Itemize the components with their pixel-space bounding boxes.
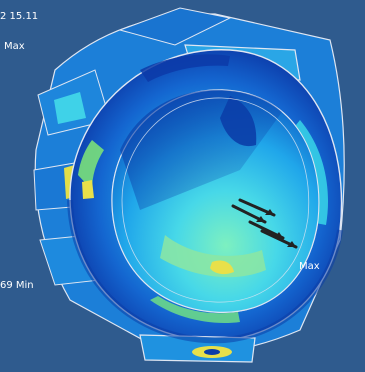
arrow-head xyxy=(265,209,274,215)
ring-contour-deepblue-top xyxy=(140,54,230,82)
arrow-head xyxy=(274,232,283,238)
inner-rim-edge xyxy=(121,97,310,303)
arrow-head xyxy=(256,216,265,222)
legend-max-label: Max xyxy=(4,41,25,52)
bottom-bracket-hole xyxy=(204,349,220,355)
ring-contour-green-bottom xyxy=(150,296,240,324)
legend-time-label: 2 15.11 xyxy=(0,11,39,22)
top-left-flange xyxy=(118,7,232,46)
legend-min-label: 69 Min xyxy=(0,280,34,291)
inner-bore-green-patch xyxy=(160,235,266,278)
inner-bore-yellow-spot xyxy=(210,260,234,275)
inner-bore-deepblue-patch xyxy=(220,96,257,147)
outer-ring-lower-rim xyxy=(67,199,343,344)
load-arrow-heads xyxy=(256,209,296,247)
left-rib-patch-cyan xyxy=(54,92,86,124)
ring-contour-green-left xyxy=(78,140,104,190)
max-point-marker-label: Max xyxy=(299,261,320,272)
ring-contour-yellow-left xyxy=(82,180,94,199)
arrow-head xyxy=(287,241,296,247)
